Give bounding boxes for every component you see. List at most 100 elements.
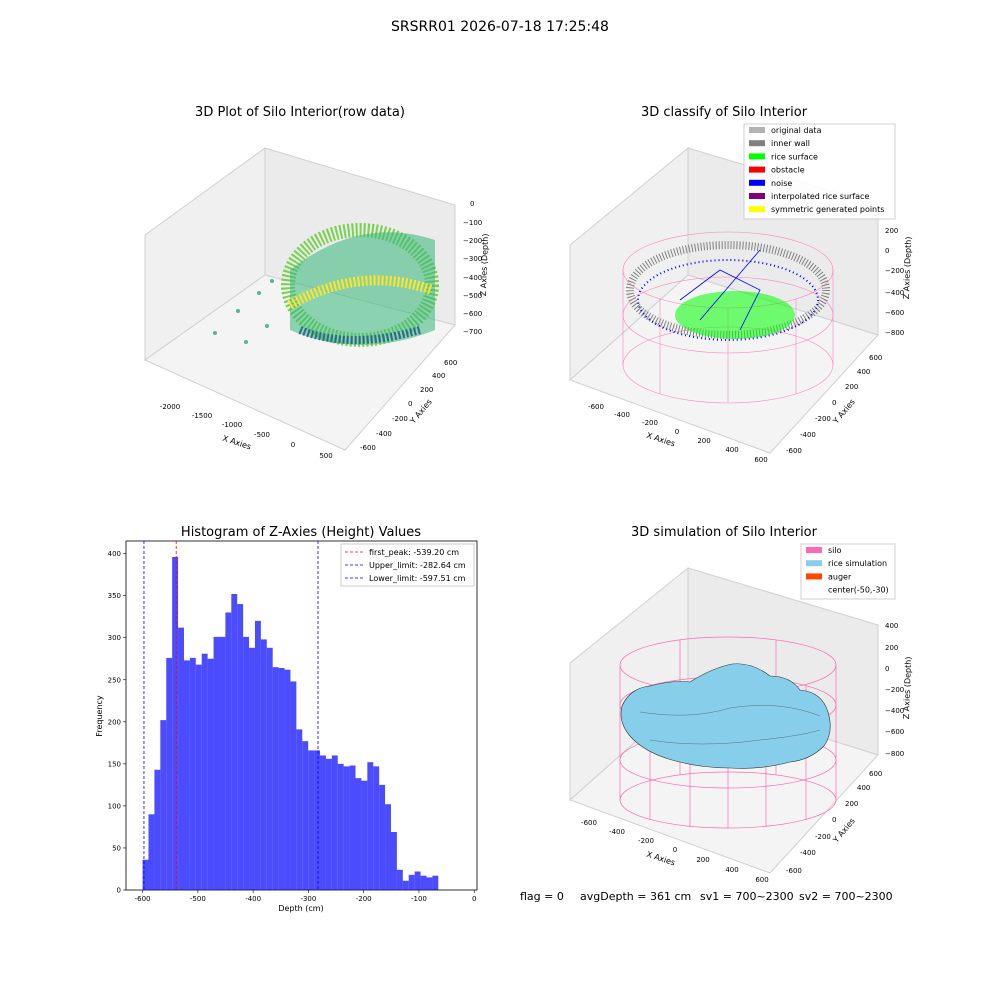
raw-xtick: -1500 (192, 412, 212, 420)
hist-ytick-label: 250 (108, 676, 121, 684)
classify-legend: original data inner wall rice surface obsta… (743, 123, 896, 220)
hist-bar (266, 647, 273, 890)
legend-swatch (749, 179, 765, 186)
raw-ztick: −700 (463, 328, 482, 336)
hist-bar (420, 875, 427, 890)
simulation-ytick: -600 (786, 867, 802, 875)
hist-bar (160, 720, 167, 890)
raw-xtick-labels: -2000 -1500 -1000 -500 0 500 (160, 403, 333, 460)
hist-bar (201, 653, 208, 890)
hist-bar (302, 741, 309, 890)
raw-ztick: −300 (463, 255, 482, 263)
legend-label: center(-50,-30) (828, 586, 889, 595)
hist-ytick-label: 100 (108, 802, 121, 810)
status-avg-depth: avgDepth = 361 cm (580, 890, 691, 903)
raw-xtick: 0 (291, 441, 295, 449)
hist-bar (278, 667, 285, 890)
hist-xtick-label: -500 (190, 895, 206, 903)
legend-label: noise (771, 179, 792, 188)
legend-swatch (749, 153, 765, 160)
hist-bar (402, 880, 409, 890)
simulation-legend: silo rice simulation auger center(-50,-30) (800, 543, 896, 600)
simulation-ytick: 400 (857, 784, 870, 792)
classify-title: 3D classify of Silo Interior (641, 105, 808, 120)
hist-bar (189, 657, 196, 890)
simulation-ztick: −800 (885, 750, 904, 758)
legend-swatch (806, 573, 822, 580)
hist-bar (308, 750, 315, 890)
simulation-xtick-labels: -600 -400 -200 0 200 400 600 (581, 819, 769, 884)
hist-bar (320, 755, 326, 890)
hist-ytick-label: 350 (108, 592, 121, 600)
legend-swatch (806, 547, 822, 553)
simulation-ytick-labels: -600 -400 -200 0 200 400 600 (786, 770, 882, 875)
raw-ytick: -400 (376, 430, 392, 438)
hist-bar (361, 780, 368, 890)
hist-bar (166, 657, 173, 890)
status-line: flag = 0 avgDepth = 361 cm sv1 = 700~230… (520, 890, 893, 903)
raw-title: 3D Plot of Silo Interior(row data) (195, 105, 405, 120)
raw-xtick: -500 (254, 431, 270, 439)
raw-ztick: −500 (463, 292, 482, 300)
hist-bar (355, 778, 362, 890)
hist-xlabel: Depth (cm) (278, 904, 323, 913)
classify-ytick: 400 (857, 368, 870, 376)
simulation-title: 3D simulation of Silo Interior (631, 525, 818, 540)
classify-xtick: -400 (614, 411, 630, 419)
legend-label: original data (771, 126, 822, 135)
raw-ztick-labels: 0 −100 −200 −300 −400 −500 −600 −700 (463, 200, 482, 336)
hist-ytick-label: 150 (108, 760, 121, 768)
legend-label: interpolated rice surface (771, 192, 869, 201)
legend-swatch (749, 206, 765, 213)
hist-bar (396, 869, 403, 890)
hist-bar (231, 593, 238, 890)
hist-ylabel: Frequency (95, 695, 104, 737)
hist-bar (331, 755, 338, 890)
classify-ytick: -200 (815, 415, 831, 423)
classify-ztick: −800 (885, 329, 904, 337)
classify-ztick: 200 (885, 227, 898, 235)
hist-bar (408, 874, 415, 890)
raw-ytick: 200 (420, 386, 433, 394)
hist-bar (367, 762, 374, 890)
hist-xtick-label: 0 (472, 895, 476, 903)
hist-bar (325, 758, 332, 890)
hist-bar (213, 636, 220, 890)
simulation-ztick-labels: 400 200 0 −200 −400 −600 −800 (885, 622, 904, 758)
classify-ytick-labels: -600 -400 -200 0 200 400 600 (786, 354, 882, 455)
classify-ztick: 0 (885, 247, 889, 255)
hist-bar (337, 763, 344, 890)
status-flag: flag = 0 (520, 890, 564, 903)
raw-ytick: -200 (392, 415, 408, 423)
simulation-xtick: 0 (673, 846, 677, 854)
simulation-zlabel: Z Axies (Depth) (902, 656, 913, 719)
legend-label: silo (828, 546, 842, 555)
hist-bar (154, 769, 161, 890)
classify-xlabel: X Axies (645, 431, 676, 449)
classify-xtick: 200 (697, 437, 710, 445)
hist-bar (178, 627, 184, 890)
raw-ztick: −200 (463, 237, 482, 245)
simulation-xtick: 400 (725, 866, 738, 874)
raw-xtick: 500 (319, 452, 332, 460)
simulation-ztick: −200 (885, 686, 904, 694)
hist-bar (183, 660, 190, 890)
hist-yticks: 0 50 100 150 200 250 300 350 400 (108, 550, 126, 895)
classify-zlabel: Z Axies (Depth) (902, 236, 913, 299)
hist-xtick-label: -200 (356, 895, 372, 903)
panel-histogram: Histogram of Z-Axies (Height) Values -60… (95, 525, 478, 913)
classify-xtick: -600 (588, 403, 604, 411)
hist-bar (290, 681, 297, 890)
hist-xtick-label: -400 (245, 895, 261, 903)
hist-bar (249, 647, 255, 890)
hist-bar (195, 664, 202, 890)
simulation-ztick: −600 (885, 728, 904, 736)
classify-ztick-labels: 200 0 −200 −400 −600 −800 (885, 227, 904, 337)
hist-bar (343, 766, 350, 890)
hist-bar (207, 658, 214, 890)
raw-zlabel: Z Axies (Depth) (479, 233, 490, 296)
hist-ytick-label: 0 (117, 887, 121, 895)
hist-ytick-label: 200 (108, 718, 121, 726)
simulation-ytick: -200 (815, 833, 831, 841)
